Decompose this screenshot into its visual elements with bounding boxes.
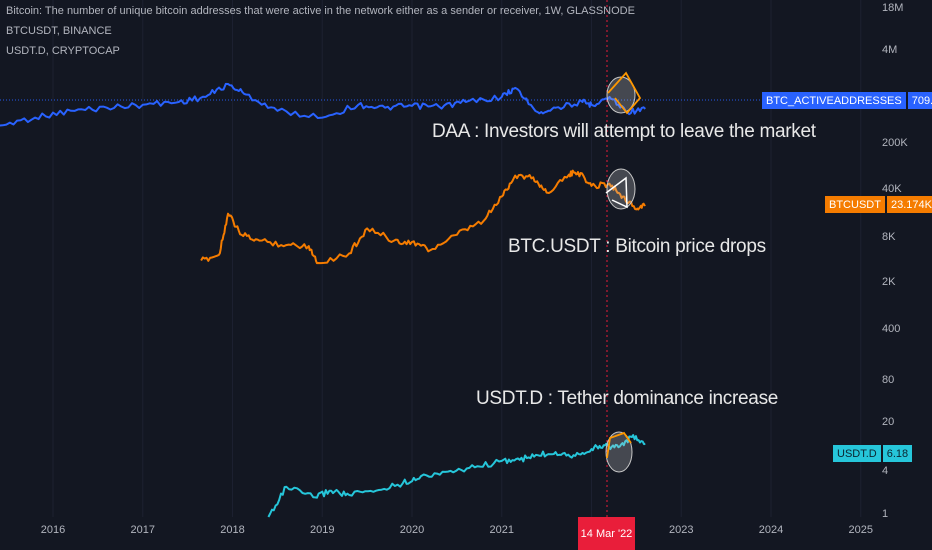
cursor-date-badge: 14 Mar '22 <box>578 517 635 550</box>
legend-daa[interactable]: Bitcoin: The number of unique bitcoin ad… <box>6 5 635 17</box>
x-tick-label: 2024 <box>758 524 784 536</box>
price-tag-usdt: USDT.D 6.18 <box>833 445 913 462</box>
price-tag-daa-name: BTC_ACTIVEADDRESSES <box>762 92 906 109</box>
price-tag-btc-name: BTCUSDT <box>825 196 885 213</box>
series-line-usdt-d[interactable] <box>267 434 646 518</box>
usdt-highlight-circle <box>605 431 633 473</box>
x-tick-label: 2018 <box>220 524 245 536</box>
y-tick-label: 2K <box>882 276 896 288</box>
highlight-markers <box>605 71 642 473</box>
y-tick-label: 200K <box>882 137 908 149</box>
y-tick-label: 8K <box>882 231 896 243</box>
annotation-usdt: USDT.D : Tether dominance increase <box>476 388 779 409</box>
price-tag-usdt-value: 6.18 <box>882 445 913 462</box>
price-tag-daa: BTC_ACTIVEADDRESSES 709.667K <box>762 92 932 109</box>
legend-btcusdt[interactable]: BTCUSDT, BINANCE <box>6 25 112 37</box>
y-tick-label: 4 <box>882 465 889 477</box>
y-tick-label: 20 <box>882 416 895 428</box>
x-tick-label: 2020 <box>399 524 425 536</box>
legend-usdtd[interactable]: USDT.D, CRYPTOCAP <box>6 45 120 57</box>
btc-highlight-circle <box>606 168 636 210</box>
usdt-arrow-drawing <box>606 431 632 459</box>
series-line-btc-activeaddresses[interactable] <box>0 82 646 131</box>
x-tick-label: 2023 <box>669 524 694 536</box>
price-tag-btc: BTCUSDT 23.174K <box>825 196 932 213</box>
x-tick-label: 2016 <box>40 524 66 536</box>
series-line-btcusdt[interactable] <box>200 169 646 265</box>
x-tick-label: 2021 <box>489 524 514 536</box>
x-tick-label: 2019 <box>310 524 335 536</box>
y-tick-label: 80 <box>882 374 895 386</box>
daa-arrow-drawing <box>607 71 642 115</box>
price-tag-daa-value: 709.667K <box>907 92 932 109</box>
vertical-grid <box>52 0 862 517</box>
y-tick-label: 40K <box>882 183 902 195</box>
btc-arrow-drawing <box>605 176 628 209</box>
x-tick-label: 2025 <box>848 524 873 536</box>
y-tick-label: 4M <box>882 44 898 56</box>
price-tag-usdt-name: USDT.D <box>833 445 881 462</box>
annotation-btc: BTC.USDT : Bitcoin price drops <box>508 236 766 257</box>
price-tag-btc-value: 23.174K <box>886 196 932 213</box>
y-tick-label: 1 <box>882 508 889 520</box>
annotation-daa: DAA : Investors will attempt to leave th… <box>432 121 816 142</box>
series-layer <box>0 82 646 518</box>
y-tick-label: 18M <box>882 2 904 14</box>
x-tick-label: 2017 <box>130 524 155 536</box>
y-tick-label: 400 <box>882 323 901 335</box>
